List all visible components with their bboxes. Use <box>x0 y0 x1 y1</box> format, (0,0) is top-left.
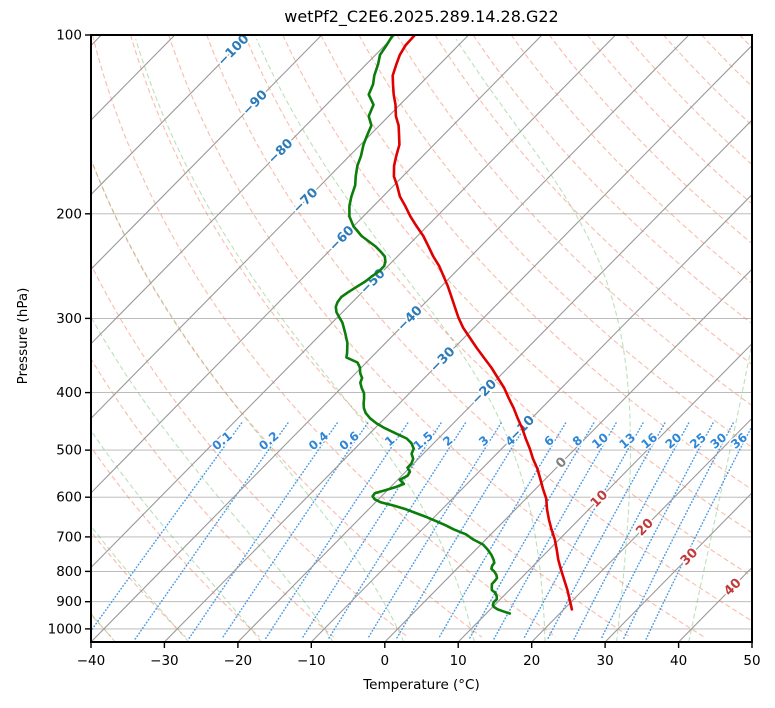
svg-text:100: 100 <box>56 28 82 44</box>
svg-text:−30: −30 <box>150 653 179 669</box>
svg-text:800: 800 <box>56 564 82 580</box>
x-axis-label: Temperature (°C) <box>363 677 480 693</box>
chart-title: wetPf2_C2E6.2025.289.14.28.G22 <box>284 7 559 26</box>
svg-text:500: 500 <box>56 443 82 459</box>
y-axis: 100 200 300 400 500 600 700 800 900 1000 <box>48 28 90 637</box>
svg-text:−40: −40 <box>77 653 106 669</box>
mixing-ratio-lines <box>91 422 752 640</box>
svg-text:10: 10 <box>450 653 467 669</box>
svg-text:200: 200 <box>56 206 82 222</box>
svg-text:700: 700 <box>56 529 82 545</box>
svg-text:40: 40 <box>670 653 687 669</box>
svg-text:900: 900 <box>56 594 82 610</box>
dewpoint-line <box>334 35 512 615</box>
svg-text:50: 50 <box>743 653 760 669</box>
svg-text:−20: −20 <box>224 653 253 669</box>
svg-text:1000: 1000 <box>48 621 82 637</box>
svg-text:300: 300 <box>56 311 82 327</box>
temperature-line <box>391 35 574 611</box>
x-axis: −40 −30 −20 −10 0 10 20 30 40 50 <box>77 643 761 669</box>
svg-text:600: 600 <box>56 490 82 506</box>
svg-text:20: 20 <box>523 653 540 669</box>
isotherms <box>91 35 752 642</box>
plot-border <box>90 34 753 643</box>
dry-adiabats <box>91 35 752 638</box>
svg-text:400: 400 <box>56 385 82 401</box>
y-axis-label: Pressure (hPa) <box>15 287 31 385</box>
pressure-gridlines <box>91 34 752 630</box>
svg-text:30: 30 <box>597 653 614 669</box>
svg-text:−10: −10 <box>297 653 326 669</box>
svg-text:0: 0 <box>381 653 390 669</box>
